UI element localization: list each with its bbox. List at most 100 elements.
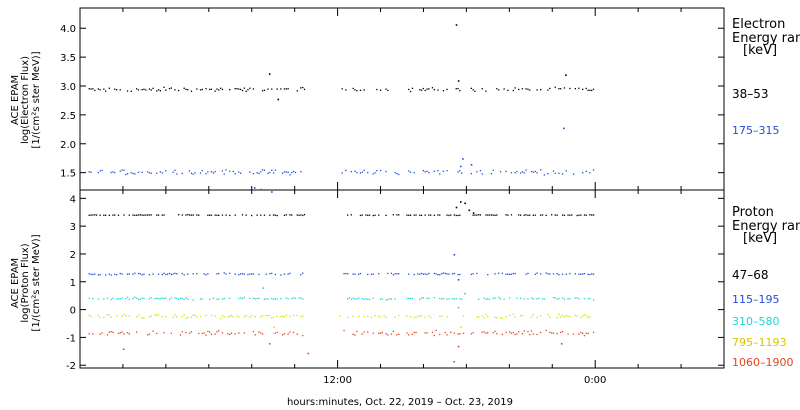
data-point: [280, 88, 282, 90]
proton-legend-entry: 795–1193: [732, 336, 787, 349]
data-point: [394, 316, 396, 318]
data-point: [187, 273, 189, 275]
data-point: [354, 298, 356, 300]
data-point: [549, 331, 551, 333]
data-point: [530, 170, 533, 173]
data-point: [374, 172, 376, 174]
data-point: [516, 297, 518, 299]
data-point: [390, 333, 393, 335]
data-point: [157, 89, 160, 91]
data-point: [88, 314, 90, 316]
data-point: [268, 343, 271, 345]
data-point: [178, 214, 180, 216]
data-point: [170, 87, 172, 89]
data-point: [561, 173, 564, 175]
data-point: [218, 298, 220, 300]
data-point: [271, 88, 273, 90]
electron-panel-frame: [79, 7, 725, 191]
data-point: [556, 298, 558, 300]
data-point: [505, 331, 507, 334]
data-point: [567, 214, 569, 216]
data-point: [229, 272, 231, 274]
data-point: [238, 274, 240, 276]
data-point: [352, 273, 354, 275]
data-point: [302, 334, 304, 337]
data-point: [589, 172, 591, 174]
data-point: [172, 171, 174, 173]
data-point: [510, 214, 513, 216]
data-point: [110, 316, 112, 318]
data-point: [433, 170, 435, 172]
data-point: [451, 298, 454, 300]
data-point: [207, 330, 209, 332]
data-point: [103, 298, 105, 300]
data-point: [408, 88, 410, 91]
data-point: [505, 316, 507, 318]
data-point: [578, 214, 580, 216]
data-point: [192, 173, 194, 175]
data-point: [176, 173, 178, 175]
data-point: [514, 172, 516, 174]
data-point: [561, 273, 564, 275]
data-point: [561, 331, 564, 333]
data-point: [523, 172, 525, 174]
data-point: [428, 297, 430, 299]
data-point: [261, 333, 264, 335]
data-point: [567, 298, 569, 300]
data-point: [285, 297, 287, 299]
data-point: [272, 214, 275, 216]
data-point: [560, 331, 562, 334]
data-point: [192, 314, 194, 316]
data-point: [392, 274, 394, 276]
data-point: [119, 170, 121, 172]
data-point: [589, 273, 591, 276]
data-point: [560, 343, 563, 345]
data-point: [352, 297, 354, 299]
data-point: [163, 272, 165, 274]
data-point: [370, 316, 373, 318]
data-point: [241, 214, 244, 216]
data-point: [582, 172, 584, 174]
data-point: [198, 332, 200, 335]
data-point: [431, 87, 434, 89]
data-point: [300, 274, 302, 276]
data-point: [383, 315, 385, 317]
data-point: [341, 88, 343, 90]
data-point: [103, 88, 105, 90]
data-point: [274, 273, 276, 276]
data-point: [245, 90, 247, 92]
data-point: [534, 170, 536, 173]
data-point: [472, 212, 475, 214]
data-point: [441, 315, 443, 317]
data-point: [156, 172, 158, 174]
data-point: [134, 173, 136, 175]
data-point: [518, 88, 520, 91]
data-point: [128, 333, 130, 335]
data-point: [94, 273, 96, 275]
data-point: [459, 170, 461, 172]
data-point: [457, 214, 459, 217]
electron-y-label-line1: ACE EPAM: [10, 75, 21, 125]
data-point: [547, 273, 549, 275]
data-point: [560, 316, 562, 318]
data-point: [272, 172, 275, 174]
data-point: [392, 330, 394, 332]
data-point: [592, 169, 595, 171]
data-point: [492, 169, 494, 171]
data-point: [108, 214, 110, 216]
data-point: [367, 273, 369, 276]
data-point: [192, 273, 194, 275]
data-point: [470, 173, 472, 175]
data-point: [567, 315, 569, 317]
data-point: [561, 297, 564, 299]
data-point: [210, 214, 213, 216]
data-point: [358, 273, 360, 275]
data-point: [494, 214, 496, 216]
data-point: [141, 317, 143, 319]
data-point: [457, 273, 459, 276]
data-point: [238, 297, 240, 300]
data-point: [234, 214, 236, 216]
data-point: [479, 170, 482, 172]
data-point: [413, 316, 415, 318]
